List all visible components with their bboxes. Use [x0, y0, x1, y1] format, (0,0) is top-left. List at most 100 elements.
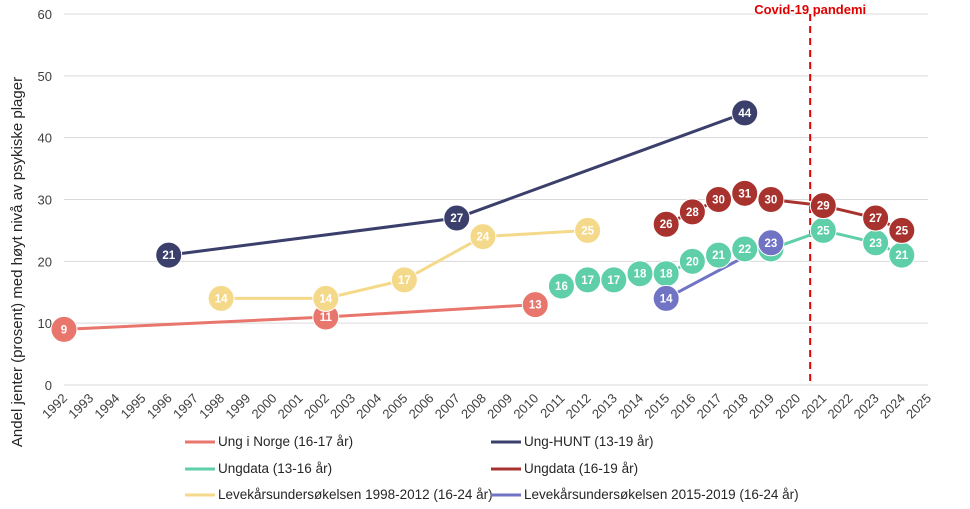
x-tick-label: 2018: [720, 391, 751, 422]
data-point: [155, 241, 183, 269]
x-tick-label: 2014: [615, 391, 646, 422]
data-label: 30: [765, 195, 778, 207]
x-tick-label: 2002: [301, 391, 332, 422]
data-point: [469, 223, 497, 251]
x-tick-label: 2007: [432, 391, 463, 422]
series-lines: [63, 111, 903, 331]
x-tick-label: 2012: [563, 391, 594, 422]
x-axis-ticks: 1992199319941995199619971998199920002001…: [39, 391, 934, 422]
legend-label: Ungdata (13-16 år): [218, 461, 332, 476]
x-tick-label: 2016: [667, 391, 698, 422]
data-label: 21: [895, 250, 908, 262]
data-point: [547, 272, 575, 300]
data-point: [574, 216, 602, 244]
data-label: 44: [738, 108, 751, 120]
data-label: 29: [817, 201, 830, 213]
data-label: 25: [817, 225, 830, 237]
legend-label: Ung-HUNT (13-19 år): [524, 434, 654, 449]
x-tick-label: 2015: [641, 391, 672, 422]
x-tick-label: 1997: [170, 391, 201, 422]
data-label: 21: [712, 250, 725, 262]
x-tick-label: 1999: [222, 391, 253, 422]
data-point: [652, 284, 680, 312]
data-point: [888, 216, 916, 244]
data-label: 26: [660, 219, 673, 231]
data-label: 23: [765, 238, 778, 250]
data-point: [50, 315, 78, 343]
x-tick-label: 1996: [144, 391, 175, 422]
legend-label: Levekårsundersøkelsen 2015-2019 (16-24 å…: [524, 487, 799, 502]
y-tick-label: 0: [45, 378, 52, 393]
data-label: 27: [450, 213, 463, 225]
data-label: 22: [738, 244, 751, 256]
y-tick-label: 10: [38, 316, 52, 331]
data-label: 18: [660, 269, 673, 281]
x-tick-label: 2019: [746, 391, 777, 422]
data-point: [652, 210, 680, 238]
data-label: 17: [581, 275, 594, 287]
data-label: 17: [607, 275, 620, 287]
data-point: [207, 284, 235, 312]
data-label: 18: [634, 269, 647, 281]
x-tick-label: 2009: [484, 391, 515, 422]
data-point: [757, 186, 785, 213]
y-axis-ticks: 0 10 20 30 40 50 60: [38, 7, 52, 393]
covid-annotation: Covid-19 pandemi: [754, 2, 866, 381]
data-label: 30: [712, 195, 725, 207]
data-point: [390, 266, 418, 294]
data-label: 14: [319, 293, 332, 305]
legend-label: Ungdata (16-19 år): [524, 461, 638, 476]
y-tick-label: 40: [38, 131, 52, 146]
data-label: 9: [61, 324, 67, 336]
data-point: [862, 204, 890, 232]
data-point: [600, 266, 628, 294]
x-tick-label: 2006: [406, 391, 437, 422]
x-tick-label: 2000: [249, 391, 280, 422]
x-tick-label: 1992: [39, 391, 70, 422]
x-tick-label: 2003: [327, 391, 358, 422]
gridlines: [64, 13, 928, 386]
data-label: 11: [320, 312, 333, 324]
data-label: 23: [869, 238, 882, 250]
x-tick-label: 2001: [275, 391, 306, 422]
data-label: 21: [162, 250, 175, 262]
x-tick-label: 2011: [537, 391, 567, 421]
data-point: [731, 99, 759, 127]
x-tick-label: 2023: [851, 391, 882, 422]
data-point: [705, 186, 733, 213]
x-tick-label: 2013: [589, 391, 620, 422]
y-tick-label: 60: [38, 7, 52, 22]
data-label: 13: [529, 300, 542, 312]
x-tick-label: 1994: [91, 391, 122, 422]
data-label: 25: [895, 225, 908, 237]
series-line: [63, 303, 536, 331]
x-tick-label: 2017: [694, 391, 725, 422]
data-label: 31: [738, 188, 751, 200]
x-tick-label: 2008: [458, 391, 489, 422]
data-point: [678, 198, 706, 226]
x-tick-label: 2022: [825, 391, 856, 422]
x-tick-label: 2025: [903, 391, 934, 422]
data-label: 17: [398, 275, 411, 287]
data-point: [731, 179, 759, 207]
x-tick-label: 2010: [510, 391, 541, 422]
x-tick-label: 2005: [379, 391, 410, 422]
legend: Ung i Norge (16-17 år) Ung-HUNT (13-19 år…: [185, 434, 799, 502]
y-tick-label: 50: [38, 69, 52, 84]
data-label: 25: [581, 225, 594, 237]
legend-label: Levekårsundersøkelsen 1998-2012 (16-24 å…: [218, 487, 493, 502]
data-point: [705, 241, 733, 269]
data-point: [521, 291, 549, 319]
y-axis-label: Andel jenter (prosent) med høyt nivå av …: [9, 77, 26, 447]
data-markers: 9111321274416171718182021222225232126283…: [50, 99, 916, 343]
data-point: [678, 247, 706, 275]
x-tick-label: 2021: [798, 391, 829, 422]
data-point: [809, 192, 837, 220]
covid-label: Covid-19 pandemi: [754, 2, 866, 17]
data-label: 24: [477, 232, 490, 244]
y-tick-label: 30: [38, 193, 52, 208]
x-tick-label: 1998: [196, 391, 227, 422]
x-tick-label: 2004: [353, 391, 384, 422]
data-label: 27: [869, 213, 882, 225]
